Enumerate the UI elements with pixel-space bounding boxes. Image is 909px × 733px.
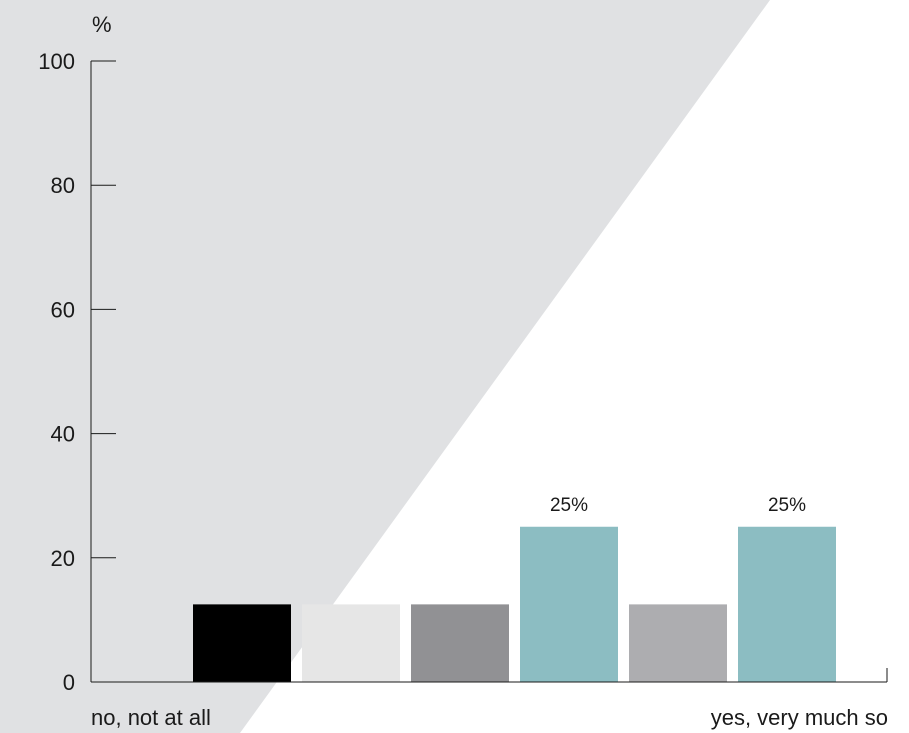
y-tick-label-100: 100 <box>38 49 75 74</box>
y-tick-label-80: 80 <box>51 173 75 198</box>
data-label-5: 25% <box>550 495 588 516</box>
x-axis-right-end-label: yes, very much so <box>711 705 888 730</box>
bar-4 <box>411 604 509 682</box>
bar-6 <box>629 604 727 682</box>
y-axis-unit-label: % <box>92 12 112 37</box>
background-band <box>0 0 770 733</box>
data-label-7: 25% <box>768 495 806 516</box>
y-tick-label-60: 60 <box>51 297 75 322</box>
y-tick-label-40: 40 <box>51 422 75 447</box>
bars-layer: 25% 25% <box>193 495 836 682</box>
y-tick-label-20: 20 <box>51 546 75 571</box>
bar-7 <box>738 526 836 682</box>
y-tick-label-0: 0 <box>63 670 75 695</box>
bar-5 <box>520 526 618 682</box>
axes-layer: 0 20 40 60 80 100 <box>38 49 888 695</box>
bar-2 <box>193 604 291 682</box>
bar-3 <box>302 604 400 682</box>
x-axis-left-end-label: no, not at all <box>91 705 211 730</box>
